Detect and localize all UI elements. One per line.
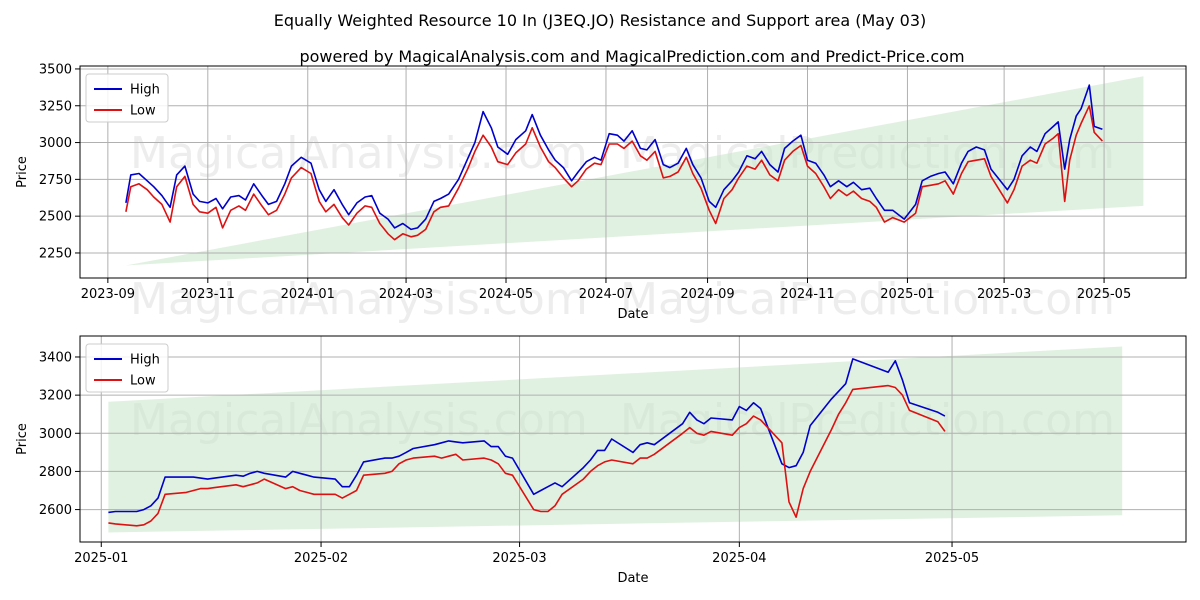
top-plot: MagicalAnalysis.com MagicalPrediction.com…	[15, 62, 1187, 325]
watermark-left: MagicalAnalysis.com	[130, 128, 588, 179]
legend-box	[85, 73, 169, 123]
y-tick-label: 3000	[39, 136, 72, 151]
y-tick-label: 2800	[39, 465, 72, 480]
y-tick-label: 2500	[39, 210, 72, 225]
watermark-right: MagicalPrediction.com	[620, 274, 1115, 325]
x-tick-label: 2025-04	[712, 551, 766, 566]
legend-label-low: Low	[130, 104, 156, 119]
y-axis-label: Price	[15, 156, 30, 188]
x-tick-label: 2024-03	[379, 287, 433, 302]
x-tick-label: 2025-05	[925, 551, 979, 566]
x-axis-label: Date	[617, 571, 648, 586]
x-tick-label: 2025-03	[977, 287, 1031, 302]
bottom-plot: MagicalAnalysis.comMagicalPrediction.com…	[15, 335, 1187, 586]
x-tick-label: 2025-01	[74, 551, 128, 566]
legend-label-low: Low	[130, 374, 156, 389]
support-resistance-band	[108, 346, 1123, 533]
y-tick-label: 3200	[39, 389, 72, 404]
support-resistance-band	[125, 76, 1144, 266]
y-tick-label: 3000	[39, 427, 72, 442]
x-tick-label: 2025-05	[1077, 287, 1131, 302]
y-tick-label: 3250	[39, 99, 72, 114]
legend-box	[85, 343, 169, 393]
legend-label-high: High	[130, 353, 160, 368]
y-tick-label: 2250	[39, 246, 72, 261]
x-tick-label: 2024-05	[479, 287, 533, 302]
chart-subtitle: powered by MagicalAnalysis.com and Magic…	[299, 47, 964, 66]
x-tick-label: 2024-07	[579, 287, 633, 302]
x-tick-label: 2023-09	[81, 287, 135, 302]
x-tick-label: 2025-03	[492, 551, 546, 566]
axes-frame	[79, 335, 1187, 543]
series-line-low	[108, 384, 946, 527]
series-line-high	[108, 358, 946, 514]
legend-label-high: High	[130, 83, 160, 98]
x-tick-label: 2025-01	[880, 287, 934, 302]
y-tick-label: 2750	[39, 173, 72, 188]
y-tick-label: 2600	[39, 503, 72, 518]
series-line-low	[125, 105, 1103, 241]
series-line-high	[125, 84, 1103, 231]
x-tick-label: 2024-11	[780, 287, 834, 302]
x-tick-label: 2025-02	[294, 551, 348, 566]
x-axis-label: Date	[617, 307, 648, 322]
chart-title: Equally Weighted Resource 10 In (J3EQ.JO…	[274, 11, 927, 30]
x-tick-label: 2023-11	[181, 287, 235, 302]
x-tick-label: 2024-09	[680, 287, 734, 302]
watermark-left: MagicalAnalysis.com	[130, 274, 588, 325]
y-tick-label: 3500	[39, 62, 72, 77]
axes-frame	[79, 65, 1187, 279]
x-tick-label: 2024-01	[281, 287, 335, 302]
y-axis-label: Price	[15, 423, 30, 455]
y-tick-label: 3400	[39, 350, 72, 365]
